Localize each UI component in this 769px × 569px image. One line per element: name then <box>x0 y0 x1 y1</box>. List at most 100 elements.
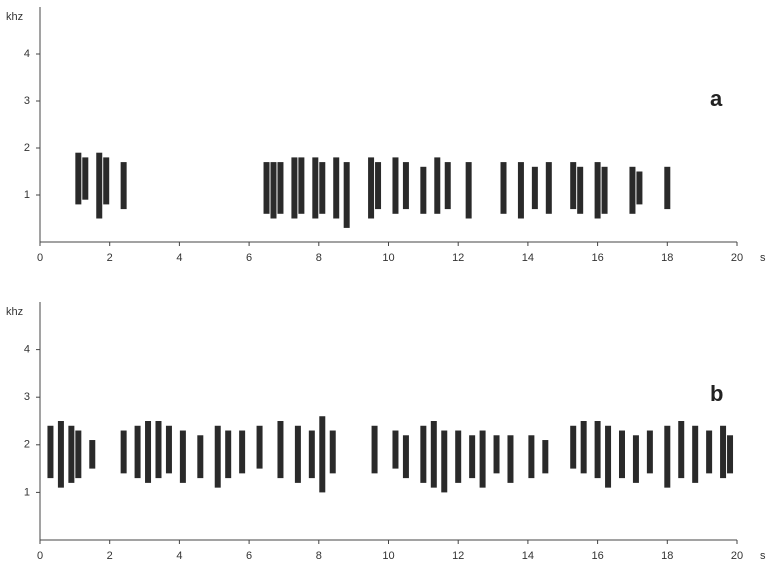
syllable <box>298 157 305 214</box>
syllable <box>455 430 462 483</box>
syllable <box>225 430 232 479</box>
syllable <box>263 162 270 214</box>
syllable <box>319 416 326 493</box>
syllable <box>469 435 476 479</box>
syllable <box>214 425 221 488</box>
syllable <box>197 435 204 479</box>
syllable <box>277 421 284 479</box>
x-tick-label: 20 <box>731 550 743 562</box>
y-unit: khz <box>6 306 23 318</box>
syllable <box>270 162 277 219</box>
syllable <box>618 430 625 479</box>
syllable <box>368 157 375 219</box>
syllable <box>165 425 172 474</box>
syllable <box>632 435 639 483</box>
x-unit: s <box>760 550 766 562</box>
syllable <box>542 440 549 474</box>
y-tick-label: 1 <box>24 486 30 498</box>
syllable <box>479 430 486 488</box>
x-tick-label: 6 <box>246 252 252 264</box>
syllable <box>82 157 89 200</box>
x-tick-label: 12 <box>452 550 464 562</box>
syllable <box>629 166 636 214</box>
syllable <box>89 440 96 469</box>
syllable <box>444 162 451 210</box>
x-tick-label: 10 <box>382 252 394 264</box>
syllable <box>145 421 152 483</box>
y-tick-label: 1 <box>24 189 30 201</box>
syllable <box>120 430 127 474</box>
x-tick-label: 20 <box>731 252 743 264</box>
x-unit: s <box>760 252 766 264</box>
syllable <box>692 425 699 483</box>
syllable <box>75 430 82 479</box>
x-tick-label: 18 <box>661 550 673 562</box>
syllable <box>96 152 103 219</box>
syllable <box>179 430 186 483</box>
syllable <box>402 435 409 479</box>
syllable <box>430 421 437 488</box>
syllable <box>570 162 577 210</box>
syllable <box>594 421 601 479</box>
syllable <box>706 430 713 474</box>
syllable <box>375 162 382 210</box>
syllable <box>277 162 284 214</box>
y-tick-label: 2 <box>24 439 30 451</box>
syllable <box>134 425 141 479</box>
syllable <box>720 425 727 479</box>
x-tick-label: 12 <box>452 252 464 264</box>
syllable <box>664 166 671 210</box>
syllable <box>580 421 587 474</box>
syllable <box>500 162 507 214</box>
syllable <box>333 157 340 219</box>
syllable <box>312 157 319 219</box>
x-tick-label: 4 <box>176 252 182 264</box>
syllable <box>291 157 298 219</box>
y-tick-label: 3 <box>24 95 30 107</box>
x-tick-label: 8 <box>316 252 322 264</box>
panel-letter: a <box>710 86 723 111</box>
syllable <box>256 425 263 469</box>
syllable <box>392 430 399 469</box>
syllable <box>517 162 524 219</box>
x-tick-label: 6 <box>246 550 252 562</box>
y-unit: khz <box>6 11 23 23</box>
x-tick-label: 16 <box>591 550 603 562</box>
x-tick-label: 4 <box>176 550 182 562</box>
syllable <box>75 152 82 205</box>
syllable <box>601 166 608 214</box>
syllable <box>531 166 538 210</box>
panel-letter: b <box>710 381 723 406</box>
syllable <box>239 430 246 474</box>
syllable <box>402 162 409 210</box>
syllable <box>57 421 64 488</box>
syllable <box>420 425 427 483</box>
syllable <box>570 425 577 469</box>
x-tick-label: 16 <box>591 252 603 264</box>
y-tick-label: 4 <box>24 48 30 60</box>
x-tick-label: 10 <box>382 550 394 562</box>
y-tick-label: 4 <box>24 344 30 356</box>
syllable <box>329 430 336 474</box>
x-tick-label: 2 <box>107 550 113 562</box>
syllable <box>371 425 378 474</box>
syllable <box>103 157 110 205</box>
x-tick-label: 14 <box>522 550 534 562</box>
x-tick-label: 0 <box>37 252 43 264</box>
syllable <box>343 162 350 228</box>
y-tick-label: 2 <box>24 142 30 154</box>
syllable <box>664 425 671 488</box>
syllable <box>47 425 54 479</box>
syllable <box>120 162 127 210</box>
syllable <box>605 425 612 488</box>
syllable <box>727 435 734 474</box>
syllable <box>441 430 448 493</box>
syllable <box>545 162 552 214</box>
y-tick-label: 3 <box>24 391 30 403</box>
syllable <box>319 162 326 214</box>
syllable <box>392 157 399 214</box>
x-tick-label: 8 <box>316 550 322 562</box>
syllable <box>155 421 162 479</box>
syllable <box>465 162 472 219</box>
